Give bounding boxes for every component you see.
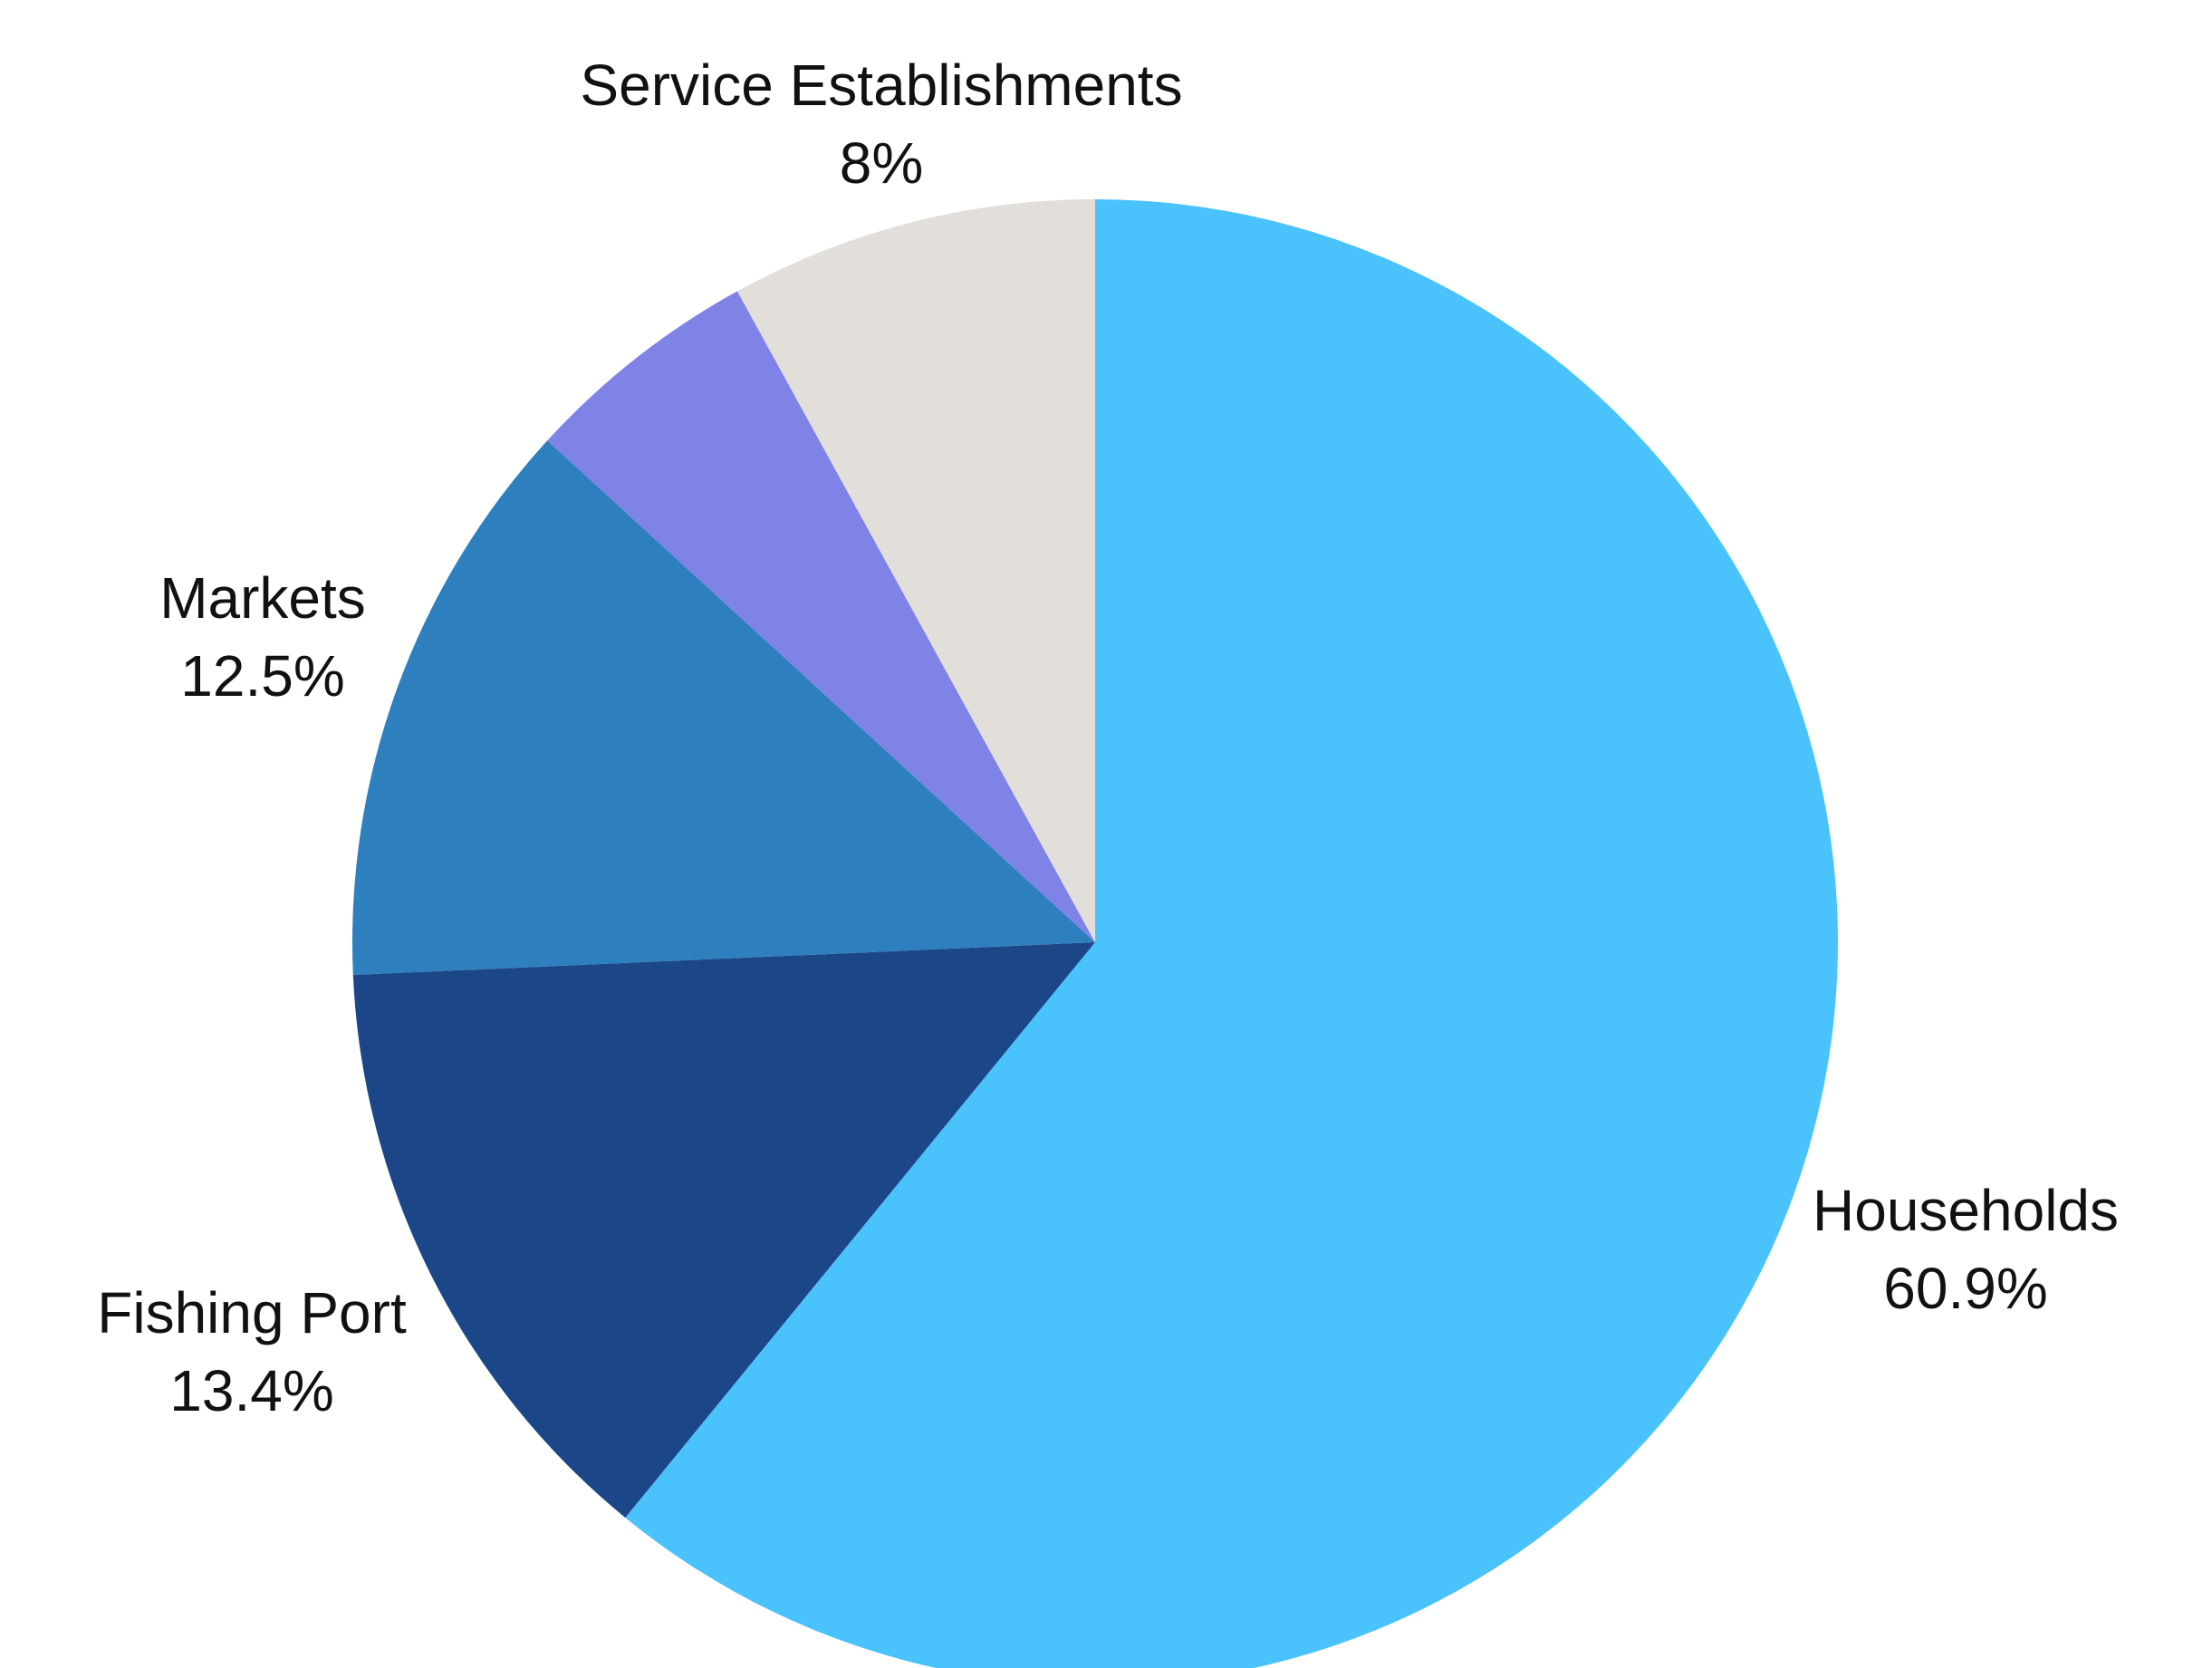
pie-slice-fishing-port [352,942,1095,1519]
slice-label-households: Households [1813,1178,2119,1243]
slice-value-fishing-port: 13.4% [169,1358,333,1423]
pie-slice-households [625,199,1838,1668]
pie-slice-unlabeled-3 [547,291,1095,942]
slice-value-households: 60.9% [1883,1256,2047,1321]
pie-slice-markets [351,440,1096,976]
slice-label-service-establishments: Service Establishments [580,53,1182,118]
slice-value-service-establishments: 8% [840,130,924,196]
slice-label-fishing-port: Fishing Port [97,1280,407,1345]
pie-slice-service-establishments [736,199,1095,942]
slice-labels: Households 60.9% Fishing Port 13.4% Mark… [97,53,2119,1423]
slice-label-markets: Markets [159,565,366,631]
pie-slices [351,199,1838,1668]
slice-value-markets: 12.5% [180,643,344,709]
